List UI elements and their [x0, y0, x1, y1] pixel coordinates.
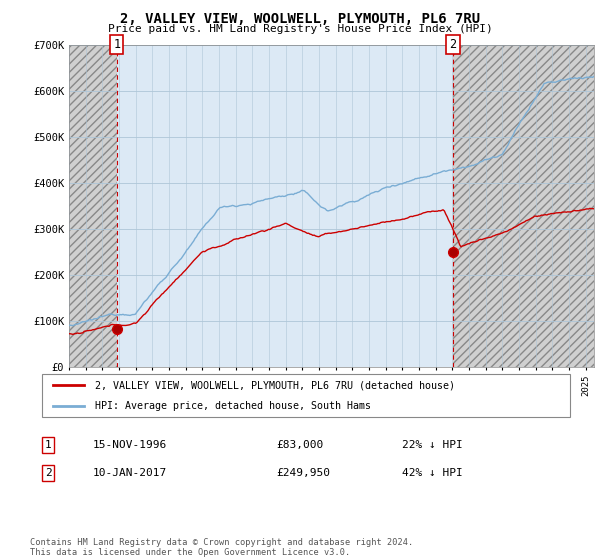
Text: Price paid vs. HM Land Registry's House Price Index (HPI): Price paid vs. HM Land Registry's House … [107, 24, 493, 34]
Bar [69, 45, 117, 367]
Text: £249,950: £249,950 [276, 468, 330, 478]
Text: 2: 2 [44, 468, 52, 478]
Text: 1: 1 [44, 440, 52, 450]
Text: 22% ↓ HPI: 22% ↓ HPI [402, 440, 463, 450]
Text: HPI: Average price, detached house, South Hams: HPI: Average price, detached house, Sout… [95, 402, 371, 411]
Text: Contains HM Land Registry data © Crown copyright and database right 2024.
This d: Contains HM Land Registry data © Crown c… [30, 538, 413, 557]
Text: 42% ↓ HPI: 42% ↓ HPI [402, 468, 463, 478]
Text: 10-JAN-2017: 10-JAN-2017 [93, 468, 167, 478]
Text: 2, VALLEY VIEW, WOOLWELL, PLYMOUTH, PL6 7RU: 2, VALLEY VIEW, WOOLWELL, PLYMOUTH, PL6 … [120, 12, 480, 26]
Text: £83,000: £83,000 [276, 440, 323, 450]
Bar [453, 45, 594, 367]
Text: 2: 2 [449, 38, 457, 52]
Text: 1: 1 [113, 38, 121, 52]
FancyBboxPatch shape [42, 374, 570, 417]
Text: 2, VALLEY VIEW, WOOLWELL, PLYMOUTH, PL6 7RU (detached house): 2, VALLEY VIEW, WOOLWELL, PLYMOUTH, PL6 … [95, 380, 455, 390]
Text: 15-NOV-1996: 15-NOV-1996 [93, 440, 167, 450]
